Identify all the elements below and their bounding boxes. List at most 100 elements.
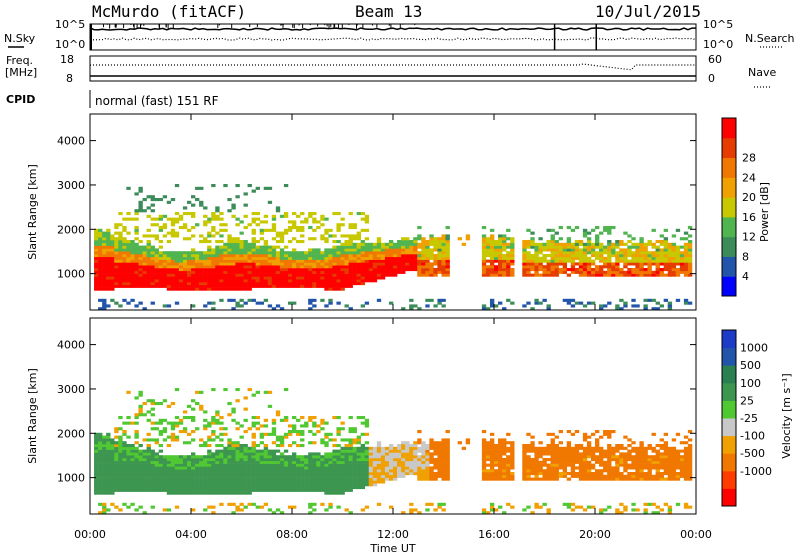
velocity-cell — [384, 477, 390, 481]
power-cell — [324, 251, 329, 255]
power-cell — [502, 273, 507, 277]
power-cell — [114, 237, 119, 241]
power-cell — [308, 282, 313, 286]
power-cell — [300, 259, 305, 263]
velocity-cell — [247, 458, 252, 462]
power-cell — [659, 234, 664, 238]
velocity-cell — [595, 438, 600, 442]
power-cell — [401, 240, 406, 244]
velocity-cell — [659, 508, 664, 512]
power-cell — [554, 262, 559, 266]
power-cell — [271, 259, 277, 263]
power-cell — [534, 262, 539, 266]
velocity-cell — [574, 472, 580, 476]
power-cell — [607, 301, 612, 305]
velocity-cell — [429, 446, 434, 450]
velocity-cell — [182, 416, 188, 420]
velocity-cell — [94, 452, 99, 456]
power-cell — [235, 254, 240, 258]
velocity-cell — [344, 452, 349, 456]
power-cell — [118, 273, 123, 277]
power-cell — [223, 242, 228, 246]
velocity-cell — [178, 466, 184, 470]
power-cell — [679, 256, 685, 260]
velocity-cell — [586, 446, 592, 450]
power-cell — [530, 259, 535, 263]
velocity-cell — [675, 432, 681, 436]
power-cell — [223, 248, 228, 252]
power-cell — [498, 259, 503, 263]
power-cell — [267, 304, 273, 308]
velocity-cell — [675, 455, 681, 459]
power-cell — [320, 276, 325, 280]
power-cell — [611, 270, 616, 274]
power-colorbar-swatch — [722, 197, 736, 218]
velocity-cell — [118, 480, 123, 484]
velocity-cell — [336, 474, 341, 478]
nave-tick-top: 60 — [708, 53, 722, 66]
velocity-cell — [166, 488, 172, 492]
velocity-cell — [332, 474, 337, 478]
power-cell — [494, 270, 499, 274]
power-cell — [102, 265, 107, 269]
velocity-cell — [235, 455, 240, 459]
power-cell — [324, 256, 329, 260]
power-cell — [679, 262, 685, 266]
velocity-cell — [114, 463, 119, 467]
power-cell — [316, 276, 321, 280]
power-cell — [586, 240, 592, 244]
velocity-cell — [558, 463, 563, 467]
power-cell — [485, 259, 491, 263]
power-cell — [320, 268, 325, 272]
velocity-cell — [348, 486, 353, 490]
power-cell — [607, 259, 612, 263]
power-cell — [506, 251, 511, 255]
velocity-cell — [332, 449, 337, 453]
velocity-cell — [219, 444, 224, 448]
velocity-cell — [146, 418, 151, 422]
range-tick-label: 3000 — [57, 179, 85, 192]
velocity-cell — [393, 452, 398, 456]
velocity-cell — [639, 444, 644, 448]
velocity-cell — [174, 474, 180, 478]
velocity-cell — [324, 455, 329, 459]
velocity-cell — [170, 463, 176, 467]
power-cell — [102, 270, 107, 274]
velocity-cell — [263, 480, 269, 484]
velocity-cell — [231, 446, 236, 450]
velocity-cell — [243, 488, 248, 492]
velocity-cell — [114, 452, 119, 456]
power-cell — [578, 265, 584, 269]
velocity-cell — [417, 460, 422, 464]
velocity-cell — [538, 460, 543, 464]
velocity-cell — [98, 438, 103, 442]
velocity-cell — [292, 427, 297, 431]
velocity-cell — [340, 483, 345, 487]
velocity-cell — [550, 469, 555, 473]
velocity-cell — [215, 460, 220, 464]
power-cell — [364, 276, 370, 280]
power-colorbar-swatch — [722, 177, 736, 198]
velocity-cell — [207, 444, 212, 448]
power-cell — [372, 245, 378, 249]
velocity-cell — [195, 458, 200, 462]
power-cell — [615, 270, 620, 274]
power-cell — [308, 214, 313, 218]
velocity-cell — [534, 455, 539, 459]
power-cell — [368, 262, 374, 266]
power-cell — [332, 276, 337, 280]
velocity-cell — [538, 505, 543, 509]
power-cell — [393, 265, 398, 269]
velocity-cell — [279, 463, 285, 467]
power-cell — [296, 270, 301, 274]
power-cell — [130, 282, 135, 286]
power-cell — [663, 254, 669, 258]
velocity-cell — [195, 469, 200, 473]
power-cell — [437, 240, 442, 244]
velocity-cell — [675, 477, 681, 481]
power-cell — [199, 234, 204, 238]
power-cell — [134, 212, 139, 216]
velocity-cell — [380, 469, 386, 473]
power-cell — [255, 270, 260, 274]
velocity-cell — [324, 421, 329, 425]
